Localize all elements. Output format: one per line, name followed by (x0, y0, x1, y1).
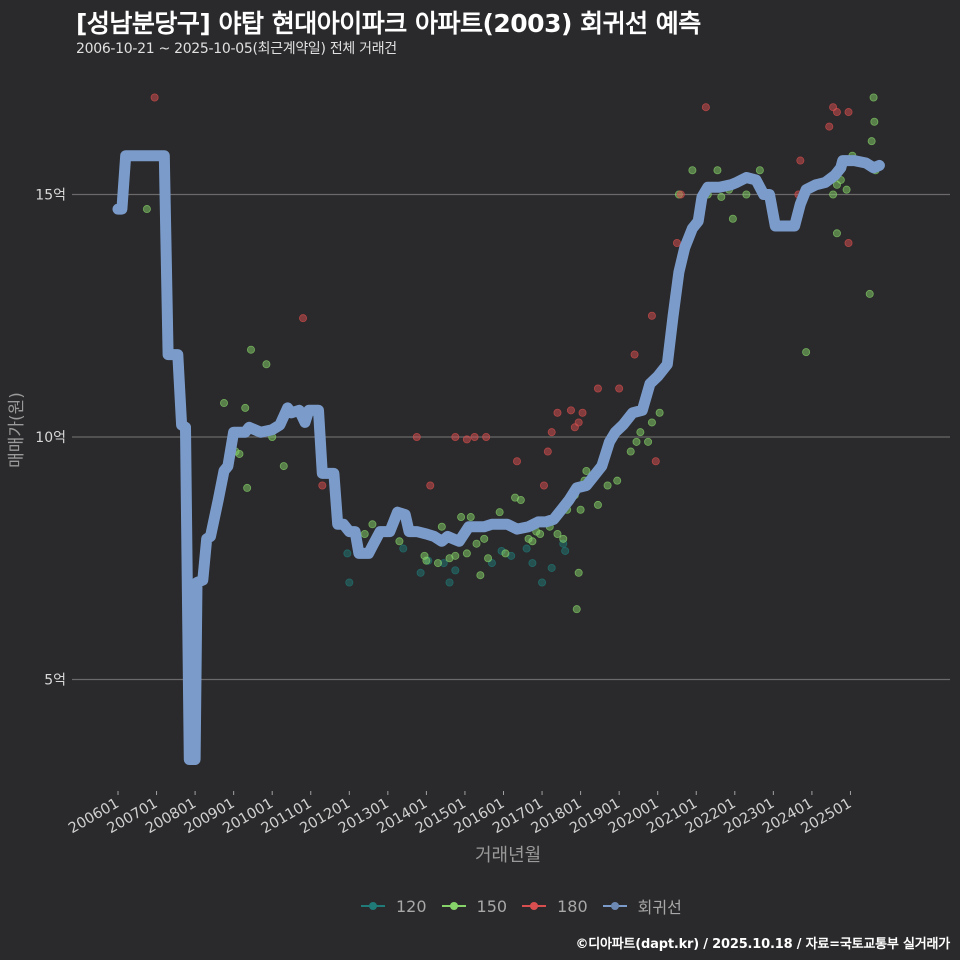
legend-label: 회귀선 (637, 898, 682, 917)
legend-label: 120 (396, 896, 427, 916)
legend: 120 150 180 회귀선 (360, 894, 696, 918)
legend-key-icon (602, 900, 628, 912)
legend-label: 180 (557, 896, 588, 916)
legend-key-icon (360, 900, 386, 912)
svg-text:10억: 10억 (35, 430, 66, 446)
x-axis-ticks: 2006012007012008012009012010012011012012… (66, 791, 854, 837)
svg-text:15억: 15억 (35, 188, 66, 204)
legend-label: 150 (476, 896, 508, 916)
legend-item-150: 150 (441, 896, 508, 916)
svg-text:5억: 5억 (44, 673, 66, 689)
x-axis-label: 거래년월 (475, 845, 542, 866)
chart-title: [성남분당구] 야탑 현대아이파크 아파트(2003) 회귀선 예측 (76, 9, 701, 38)
legend-key-icon (521, 900, 547, 912)
legend-item-regression: 회귀선 (602, 894, 682, 918)
chart-subtitle: 2006-10-21 ~ 2025-10-05(최근계약일) 전체 거래건 (76, 41, 397, 57)
scatter-points (142, 93, 880, 614)
y-axis-ticks: 15억 10억 5억 (35, 188, 66, 689)
footer-credit: ©디아파트(dapt.kr) / 2025.10.18 / 자료=국토교통부 실… (575, 937, 950, 952)
regression-line (112, 150, 885, 765)
legend-key-icon (441, 900, 467, 912)
legend-item-180: 180 (521, 897, 588, 916)
gridlines (72, 193, 950, 681)
y-axis-label: 매매가(원) (7, 392, 27, 468)
legend-item-120: 120 (360, 897, 427, 916)
